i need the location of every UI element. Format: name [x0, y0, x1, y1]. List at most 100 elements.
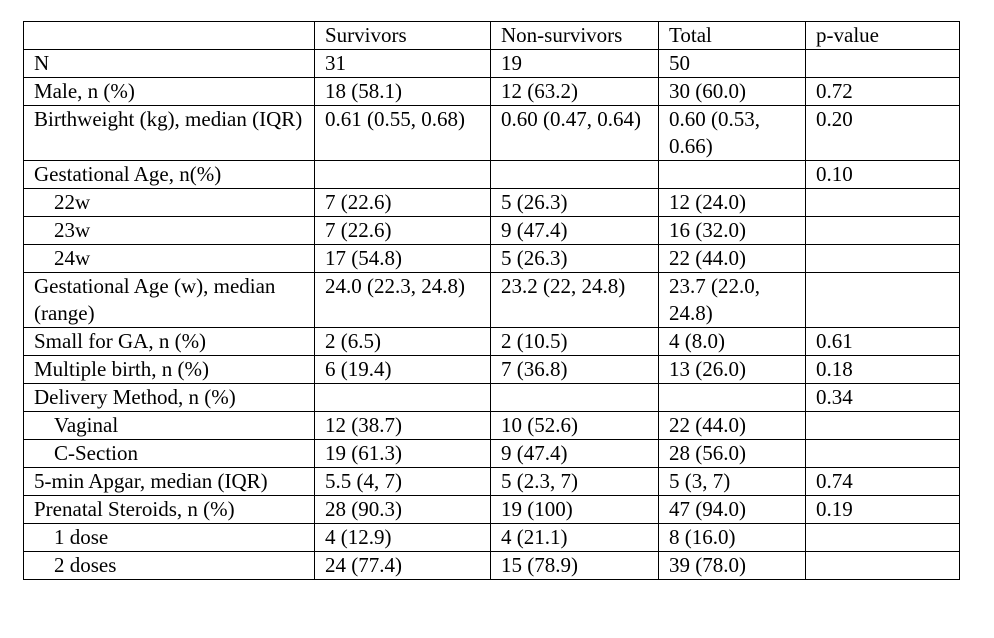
table-row: Prenatal Steroids, n (%) 28 (90.3) 19 (100… — [23, 495, 960, 524]
table-row: 24w 17 (54.8) 5 (26.3) 22 (44.0) — [23, 244, 960, 273]
non-survivors-cell: 15 (78.9) — [490, 551, 659, 580]
row-label-cell: Gestational Age (w), median (range) — [23, 272, 315, 328]
table-row: 2 doses 24 (77.4) 15 (78.9) 39 (78.0) — [23, 551, 960, 580]
p-value-cell: 0.72 — [805, 77, 960, 106]
header-cell-p-value: p-value — [805, 21, 960, 50]
table-row: Birthweight (kg), median (IQR) 0.61 (0.55… — [23, 105, 960, 161]
table-row: Gestational Age, n(%) 0.10 — [23, 160, 960, 189]
table-row: N 31 19 50 — [23, 49, 960, 78]
row-label-cell: N — [23, 49, 315, 78]
total-cell: 50 — [658, 49, 806, 78]
p-value-cell — [805, 523, 960, 552]
p-value-cell: 0.74 — [805, 467, 960, 496]
total-cell: 39 (78.0) — [658, 551, 806, 580]
row-label-cell: Vaginal — [23, 411, 315, 440]
row-label-cell: Prenatal Steroids, n (%) — [23, 495, 315, 524]
row-label-cell: 2 doses — [23, 551, 315, 580]
row-label-cell: Birthweight (kg), median (IQR) — [23, 105, 315, 161]
survivors-cell: 18 (58.1) — [314, 77, 491, 106]
total-cell: 30 (60.0) — [658, 77, 806, 106]
survivors-cell: 31 — [314, 49, 491, 78]
row-label-cell: 23w — [23, 216, 315, 245]
non-survivors-cell: 4 (21.1) — [490, 523, 659, 552]
table-row: Gestational Age (w), median (range) 24.0 … — [23, 272, 960, 328]
survivors-cell: 6 (19.4) — [314, 355, 491, 384]
table-row: 1 dose 4 (12.9) 4 (21.1) 8 (16.0) — [23, 523, 960, 552]
header-row: Survivors Non-survivors Total p-value — [23, 21, 960, 50]
survivors-cell: 24.0 (22.3, 24.8) — [314, 272, 491, 328]
header-cell-total: Total — [658, 21, 806, 50]
survivors-cell — [314, 383, 491, 412]
row-label-cell: Delivery Method, n (%) — [23, 383, 315, 412]
row-label-cell: 1 dose — [23, 523, 315, 552]
p-value-cell — [805, 439, 960, 468]
row-label-cell: Multiple birth, n (%) — [23, 355, 315, 384]
non-survivors-cell: 5 (26.3) — [490, 188, 659, 217]
non-survivors-cell — [490, 160, 659, 189]
p-value-cell — [805, 49, 960, 78]
row-label-cell: Gestational Age, n(%) — [23, 160, 315, 189]
survivors-cell: 12 (38.7) — [314, 411, 491, 440]
table-row: Male, n (%) 18 (58.1) 12 (63.2) 30 (60.0) 0.… — [23, 77, 960, 106]
non-survivors-cell: 9 (47.4) — [490, 439, 659, 468]
non-survivors-cell: 23.2 (22, 24.8) — [490, 272, 659, 328]
non-survivors-cell: 5 (2.3, 7) — [490, 467, 659, 496]
total-cell: 8 (16.0) — [658, 523, 806, 552]
p-value-cell — [805, 272, 960, 328]
non-survivors-cell: 12 (63.2) — [490, 77, 659, 106]
total-cell — [658, 160, 806, 189]
table-row: Small for GA, n (%) 2 (6.5) 2 (10.5) 4 (8.0… — [23, 327, 960, 356]
survivors-cell: 0.61 (0.55, 0.68) — [314, 105, 491, 161]
non-survivors-cell: 7 (36.8) — [490, 355, 659, 384]
total-cell: 13 (26.0) — [658, 355, 806, 384]
row-label-cell: 24w — [23, 244, 315, 273]
survivors-cell: 2 (6.5) — [314, 327, 491, 356]
table-body: N 31 19 50 Male, n (%) 18 (58.1) 12 (63.2) 30 (… — [23, 49, 960, 580]
total-cell: 16 (32.0) — [658, 216, 806, 245]
total-cell: 23.7 (22.0, 24.8) — [658, 272, 806, 328]
non-survivors-cell: 0.60 (0.47, 0.64) — [490, 105, 659, 161]
row-label-cell: 22w — [23, 188, 315, 217]
table-row: 22w 7 (22.6) 5 (26.3) 12 (24.0) — [23, 188, 960, 217]
p-value-cell — [805, 551, 960, 580]
table-row: Multiple birth, n (%) 6 (19.4) 7 (36.8) 13 … — [23, 355, 960, 384]
p-value-cell: 0.10 — [805, 160, 960, 189]
survivors-cell: 4 (12.9) — [314, 523, 491, 552]
survivors-cell: 28 (90.3) — [314, 495, 491, 524]
p-value-cell: 0.18 — [805, 355, 960, 384]
row-label-cell: 5-min Apgar, median (IQR) — [23, 467, 315, 496]
p-value-cell — [805, 244, 960, 273]
table-row: Vaginal 12 (38.7) 10 (52.6) 22 (44.0) — [23, 411, 960, 440]
total-cell: 0.60 (0.53, 0.66) — [658, 105, 806, 161]
survivors-cell: 5.5 (4, 7) — [314, 467, 491, 496]
header-cell-empty — [23, 21, 315, 50]
survivors-cell: 7 (22.6) — [314, 216, 491, 245]
total-cell: 22 (44.0) — [658, 411, 806, 440]
total-cell: 47 (94.0) — [658, 495, 806, 524]
survivors-cell: 24 (77.4) — [314, 551, 491, 580]
p-value-cell — [805, 188, 960, 217]
survivors-cell: 19 (61.3) — [314, 439, 491, 468]
non-survivors-cell — [490, 383, 659, 412]
header-cell-survivors: Survivors — [314, 21, 491, 50]
total-cell: 4 (8.0) — [658, 327, 806, 356]
p-value-cell: 0.20 — [805, 105, 960, 161]
row-label-cell: Small for GA, n (%) — [23, 327, 315, 356]
total-cell: 5 (3, 7) — [658, 467, 806, 496]
survivors-cell: 7 (22.6) — [314, 188, 491, 217]
non-survivors-cell: 2 (10.5) — [490, 327, 659, 356]
total-cell — [658, 383, 806, 412]
non-survivors-cell: 19 — [490, 49, 659, 78]
p-value-cell — [805, 411, 960, 440]
p-value-cell — [805, 216, 960, 245]
total-cell: 12 (24.0) — [658, 188, 806, 217]
table-row: 23w 7 (22.6) 9 (47.4) 16 (32.0) — [23, 216, 960, 245]
total-cell: 22 (44.0) — [658, 244, 806, 273]
total-cell: 28 (56.0) — [658, 439, 806, 468]
survivors-cell: 17 (54.8) — [314, 244, 491, 273]
table-row: C-Section 19 (61.3) 9 (47.4) 28 (56.0) — [23, 439, 960, 468]
row-label-cell: Male, n (%) — [23, 77, 315, 106]
non-survivors-cell: 19 (100) — [490, 495, 659, 524]
